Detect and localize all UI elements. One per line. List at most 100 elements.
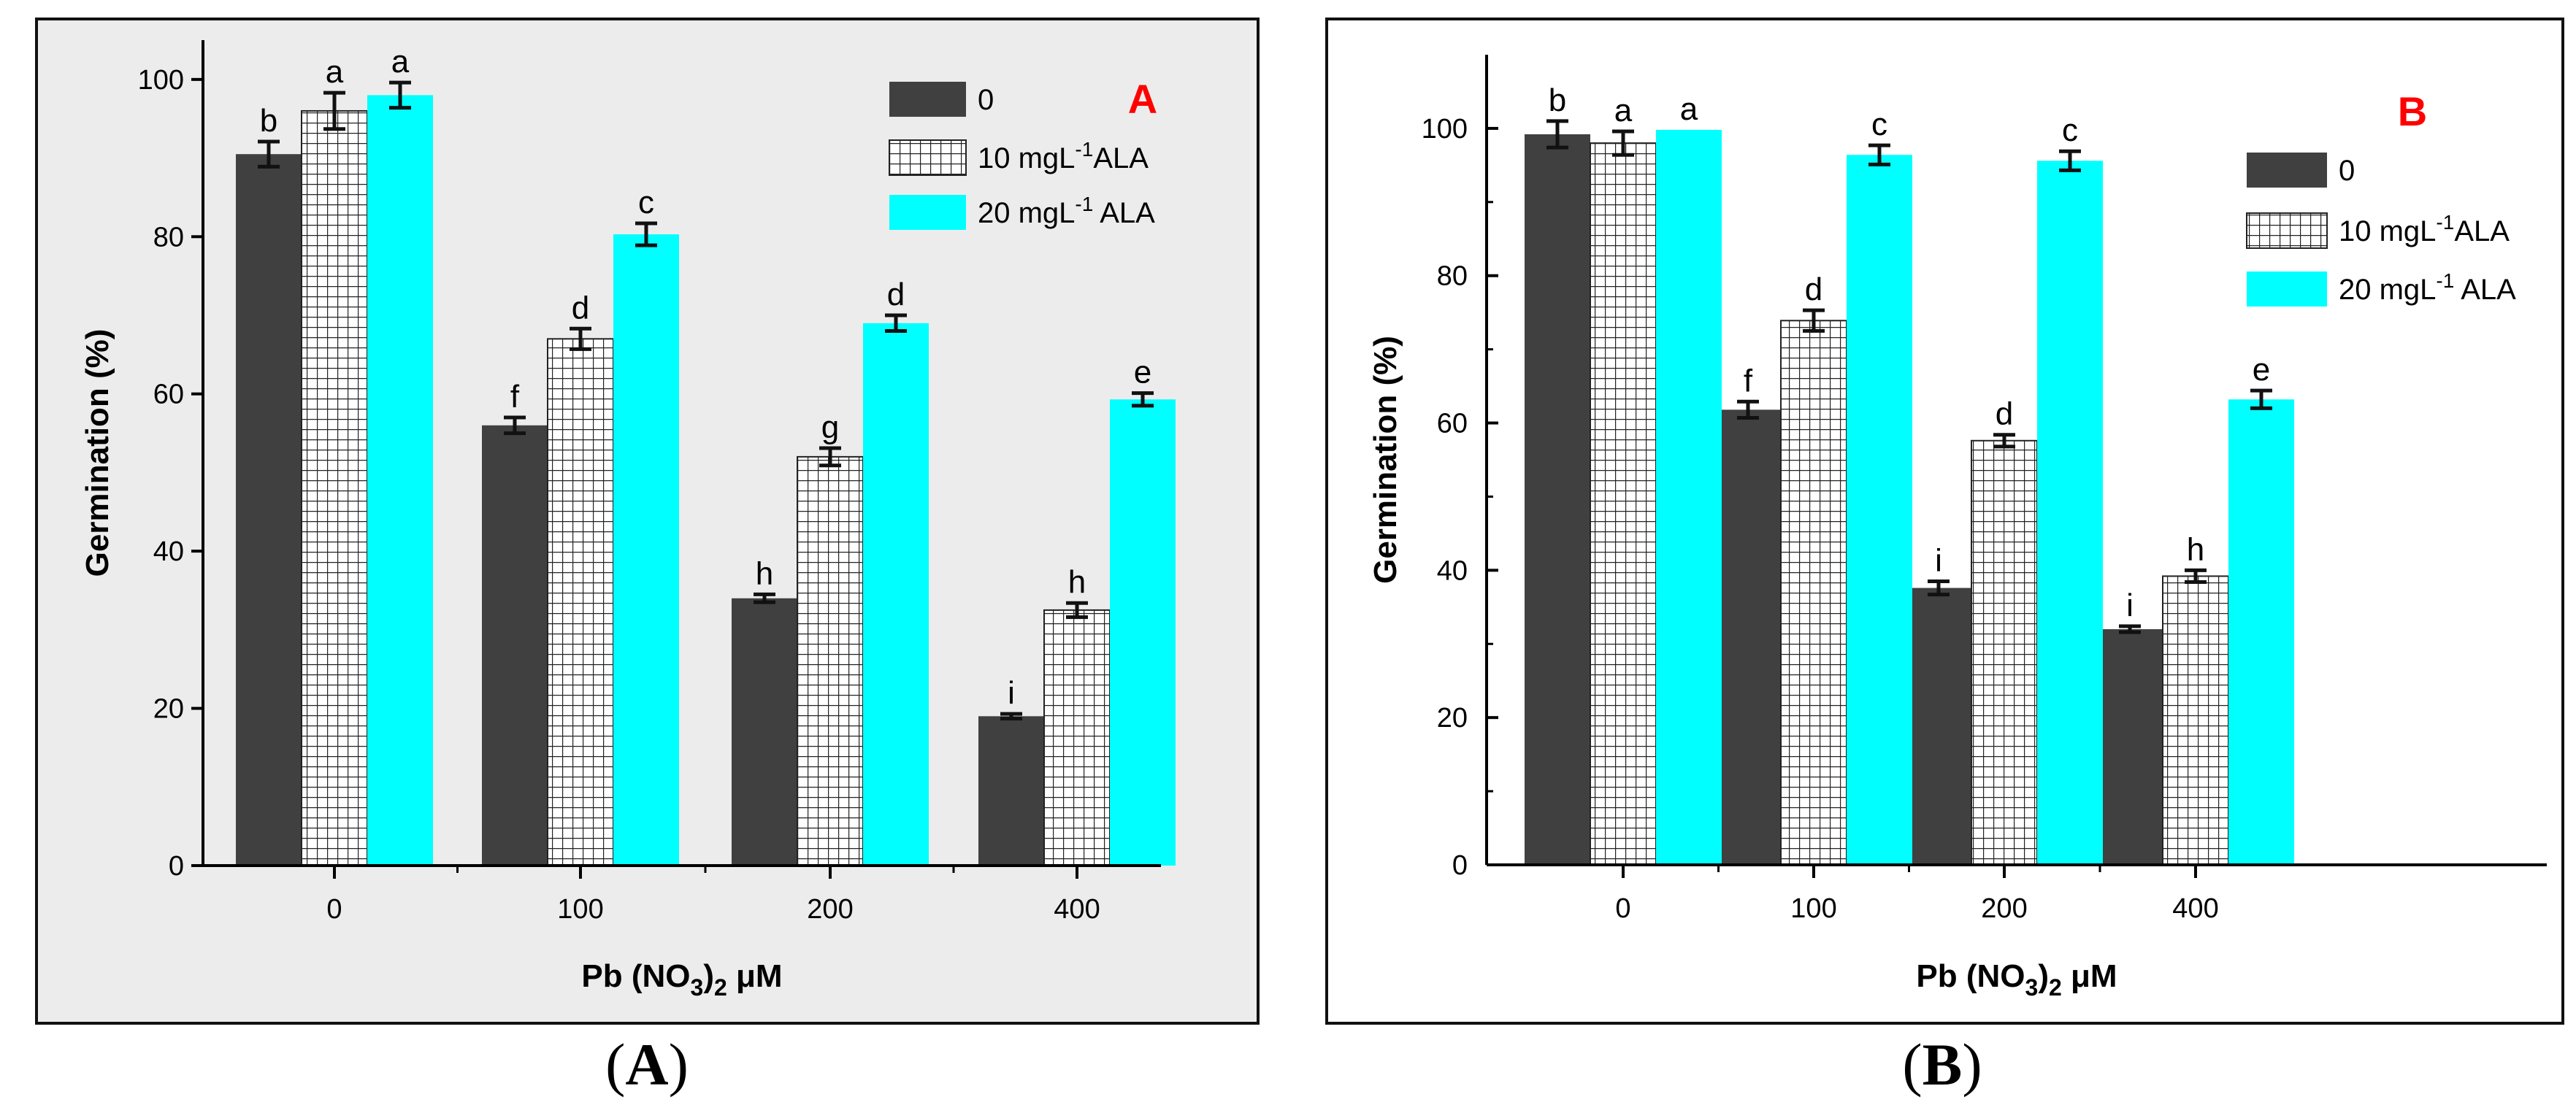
x-tick-label-pb-0: 0 [1615,893,1630,924]
x-axis-label-part: 2 [2049,974,2062,1001]
error-bar-pb-s1-c2 [1993,433,2015,449]
legend-label-text: 20 mgL [978,197,1075,229]
bar-pa-s2-c0 [367,95,433,866]
error-bar-pb-s0-c0 [1546,119,1568,150]
legend-label-sup: -1 [1075,138,1093,161]
x-axis-label-part: 2 [714,974,727,1001]
legend-label-tail: ALA [2454,215,2510,247]
legend-label-pb-s1: 10 mgL-1ALA [2339,211,2510,247]
bar-pa-s1-c3 [1043,609,1111,867]
sig-letter-pa-s1-c2: g [821,409,839,445]
y-tick-label-pb-3: 60 [1437,409,1468,439]
caption-b: (B) [1902,1031,1982,1098]
sig-letter-pb-s1-c3: h [2187,531,2204,567]
sig-letter-pa-s1-c1: d [572,290,589,326]
x-tick-label-pb-2: 200 [1981,893,2027,924]
x-axis-label-part: Pb (NO [581,958,690,994]
x-tick-label-pa-0: 0 [326,894,342,925]
x-axis-label-part: Pb (NO [1916,958,2025,994]
sig-letter-pa-s0-c0: b [260,103,277,139]
legend-label-sup: -1 [2436,269,2454,292]
legend-label-pb-s0: 0 [2339,155,2355,187]
bar-pb-s0-c0 [1525,134,1590,865]
sig-letter-pa-s2-c2: d [887,277,905,312]
x-axis-label-part: μM [2062,958,2117,994]
sig-letter-pa-s0-c3: i [1008,675,1015,711]
bar-pa-s2-c1 [613,234,679,866]
x-axis-label-part: 3 [691,974,704,1001]
bar-pa-s2-c2 [863,323,929,866]
error-bar-pb-s1-c1 [1803,308,1825,333]
y-axis-label-pb: Germination (%) [1368,336,1403,584]
y-tick-label-pb-0: 0 [1452,850,1468,881]
error-bar-pb-s1-c0 [1612,129,1634,157]
caption-b-letter: B [1922,1031,1963,1098]
bar-pa-s0-c1 [482,425,548,866]
error-bar-pb-s1-c3 [2185,568,2207,585]
error-bar-pb-s2-c2 [2059,149,2081,172]
sig-letter-pa-s2-c0: a [391,44,410,80]
bar-pa-s0-c2 [732,598,797,866]
sig-letter-pb-s0-c0: b [1549,82,1566,118]
caption-a-letter: A [625,1031,669,1098]
sig-letter-pb-s2-c1: c [1871,107,1887,142]
caption-a: (A) [605,1031,689,1098]
bar-pa-s0-c3 [978,716,1044,866]
sig-letter-pb-s1-c1: d [1805,271,1822,307]
legend-label-text: 10 mgL [978,142,1075,174]
legend-label-text: 0 [2339,155,2355,187]
legend-swatch-pb-s1 [2246,212,2328,249]
y-tick-label-pb-5: 100 [1422,114,1468,145]
bar-pa-s1-c2 [797,455,864,866]
x-tick-label-pb-1: 100 [1790,893,1836,924]
legend-label-sup: -1 [2436,211,2454,234]
error-bar-pb-s0-c2 [1928,579,1950,597]
bar-pb-s0-c1 [1715,409,1781,865]
error-bar-pb-s0-c1 [1737,399,1759,420]
y-tick-label-pa-1: 20 [153,694,184,725]
x-axis-label-part: μM [727,958,783,994]
sig-letter-pb-s0-c3: i [2126,588,2134,623]
sig-letter-pb-s2-c2: c [2062,112,2078,148]
bar-pa-s0-c0 [236,154,302,866]
error-bar-pb-s0-c3 [2119,624,2141,634]
y-tick-label-pa-5: 100 [138,65,184,96]
x-axis-label-part: 3 [2025,974,2039,1001]
legend-swatch-pa-s2 [889,195,966,230]
legend-label-pa-s0: 0 [978,84,994,116]
bar-pb-s1-c3 [2162,575,2229,866]
error-bar-pa-s0-c3 [1000,712,1022,721]
bar-pb-s0-c3 [2097,629,2163,865]
sig-letter-pb-s0-c1: f [1744,363,1753,398]
legend-label-text: 20 mgL [2339,274,2436,306]
bar-pa-s1-c0 [301,109,368,866]
sig-letter-pa-s0-c2: h [756,555,773,591]
legend-label-text: 10 mgL [2339,215,2436,247]
legend-swatch-pb-s0 [2247,153,2327,188]
x-axis-label-pa: Pb (NO3)2 μM [581,958,782,1001]
panel-label-pa: A [1128,76,1157,122]
bar-pa-s2-c3 [1110,399,1176,866]
error-bar-pa-s2-c2 [885,313,907,334]
bar-pb-s2-c2 [2037,161,2103,866]
bar-pb-s1-c1 [1780,320,1847,866]
bar-pb-s2-c3 [2228,399,2294,865]
error-bar-pa-s2-c3 [1132,391,1154,408]
sig-letter-pb-s1-c0: a [1614,93,1633,128]
legend-swatch-pb-s2 [2247,271,2327,307]
error-bar-pa-s2-c1 [635,221,657,247]
y-tick-label-pb-2: 40 [1437,555,1468,586]
error-bar-pa-s0-c1 [504,415,526,436]
legend-label-pa-s1: 10 mgL-1ALA [978,138,1149,174]
legend-label-tail: ALA [1093,197,1155,229]
bar-pb-s0-c2 [1906,588,1971,865]
legend-label-text: 0 [978,84,994,116]
x-tick-label-pa-3: 400 [1054,894,1100,925]
legend-label-pb-s2: 20 mgL-1 ALA [2339,269,2516,306]
y-tick-label-pa-0: 0 [169,851,184,882]
x-tick-label-pb-3: 400 [2172,893,2218,924]
legend-label-tail: ALA [2454,274,2516,306]
y-tick-label-pa-3: 60 [153,380,184,410]
